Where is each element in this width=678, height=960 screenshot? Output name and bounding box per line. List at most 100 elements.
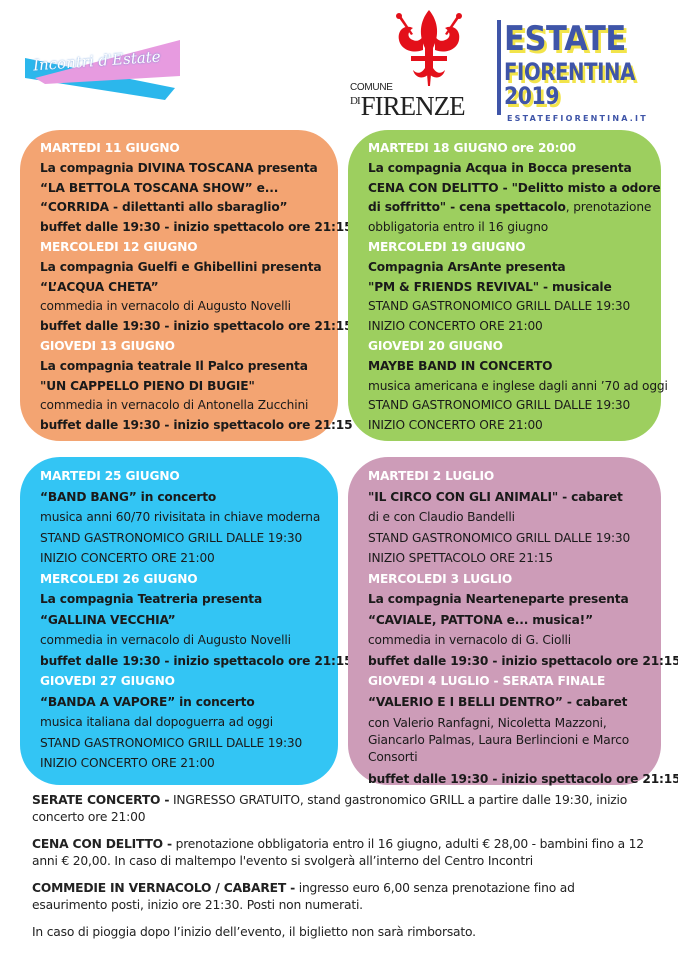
event-line: buffet dalle 19:30 - inizio spettacolo o…	[40, 218, 353, 238]
event-text: commedia in vernacolo di Augusto Novelli	[40, 299, 291, 314]
event-text: INIZIO SPETTACOLO ORE 21:15	[368, 551, 553, 565]
event-text: MARTEDI 18 GIUGNO ore 20:00	[368, 141, 577, 155]
event-line: INIZIO SPETTACOLO ORE 21:15	[368, 548, 661, 569]
event-line: “VALERIO E I BELLI DENTRO” - cabaret	[368, 692, 661, 713]
event-text: "UN CAPPELLO PIENO DI BUGIE"	[40, 378, 255, 393]
event-line: "IL CIRCO CON GLI ANIMALI" - cabaret	[368, 487, 661, 508]
event-text: buffet dalle 19:30 - inizio spettacolo o…	[40, 418, 353, 433]
event-text: La compagnia teatrale Il Palco presenta	[40, 358, 308, 373]
event-line: commedia in vernacolo di Augusto Novelli	[40, 297, 338, 317]
event-line: buffet dalle 19:30 - inizio spettacolo o…	[40, 317, 353, 337]
footer-note-label: CENA CON DELITTO -	[32, 837, 172, 851]
event-text: “L’ACQUA CHETA”	[40, 279, 159, 294]
event-date: MERCOLEDI 26 GIUGNO	[40, 569, 338, 590]
incontri-destate-logo: Incontri d'Estate	[25, 38, 185, 100]
event-text: GIOVEDI 4 LUGLIO - SERATA FINALE	[368, 674, 606, 688]
event-line: La compagnia DIVINA TOSCANA presenta	[40, 159, 338, 179]
event-line: musica americana e inglese dagli anni ’7…	[368, 377, 668, 397]
event-line: commedia in vernacolo di Antonella Zucch…	[40, 396, 338, 416]
event-text: MARTEDI 2 LUGLIO	[368, 469, 495, 483]
fleur-de-lis-icon	[396, 10, 462, 86]
event-text: INIZIO CONCERTO ORE 21:00	[368, 418, 543, 433]
event-line: musica anni 60/70 rivisitata in chiave m…	[40, 507, 338, 528]
event-text: STAND GASTRONOMICO GRILL DALLE 19:30	[368, 299, 631, 314]
event-date: MERCOLEDI 3 LUGLIO	[368, 569, 661, 590]
event-text: INIZIO CONCERTO ORE 21:00	[40, 551, 215, 565]
event-line: buffet dalle 19:30 - inizio spettacolo o…	[40, 416, 353, 436]
event-line: con Valerio Ranfagni, Nicoletta Mazzoni,…	[368, 715, 661, 766]
di-label: DI	[350, 95, 361, 107]
event-text: “VALERIO E I BELLI DENTRO” - cabaret	[368, 694, 628, 709]
event-text: INIZIO CONCERTO ORE 21:00	[40, 756, 215, 770]
event-line: STAND GASTRONOMICO GRILL DALLE 19:30	[40, 528, 338, 549]
event-line: La compagnia Guelfi e Ghibellini present…	[40, 258, 338, 278]
estate-title: ESTATE	[504, 19, 626, 59]
event-text: “BAND BANG” in concerto	[40, 489, 217, 504]
box-week-1: MARTEDI 11 GIUGNO La compagnia DIVINA TOS…	[20, 130, 353, 441]
event-text: "PM & FRIENDS REVIVAL" - musicale	[368, 279, 612, 294]
event-text: MARTEDI 11 GIUGNO	[40, 141, 180, 155]
event-date: GIOVEDI 13 GIUGNO	[40, 337, 338, 357]
event-date: MARTEDI 11 GIUGNO	[40, 139, 338, 159]
footer-note-text: ingresso euro 6,00 senza prenotazione fi…	[32, 881, 575, 912]
event-line: "PM & FRIENDS REVIVAL" - musicale	[368, 278, 661, 298]
footer-note-text: INGRESSO GRATUITO, stand gastronomico GR…	[32, 793, 628, 824]
event-text: buffet dalle 19:30 - inizio spettacolo o…	[40, 220, 353, 235]
fiorentina-title: FIORENTINA	[504, 58, 635, 86]
footer-note-text: In caso di pioggia dopo l’inizio dell’ev…	[32, 925, 476, 939]
footer-note-label: COMMEDIE IN VERNACOLO / CABARET -	[32, 881, 296, 895]
footer-note: CENA CON DELITTO - prenotazione obbligat…	[32, 836, 652, 870]
event-text: , prenotazione	[565, 200, 652, 215]
event-line: INIZIO CONCERTO ORE 21:00	[368, 317, 661, 337]
event-text: La compagnia Teatreria presenta	[40, 592, 263, 606]
event-text: buffet dalle 19:30 - inizio spettacolo o…	[368, 653, 678, 668]
event-text: musica anni 60/70 rivisitata in chiave m…	[40, 510, 321, 524]
box-week-3: MARTEDI 25 GIUGNO “BAND BANG” in concerto…	[20, 457, 353, 785]
event-line: commedia in vernacolo di G. Ciolli	[368, 630, 661, 651]
event-line: buffet dalle 19:30 - inizio spettacolo o…	[40, 651, 353, 672]
event-text: GIOVEDI 27 GIUGNO	[40, 674, 175, 688]
box-week-2: MARTEDI 18 GIUGNO ore 20:00 La compagnia …	[348, 130, 668, 441]
event-text: STAND GASTRONOMICO GRILL DALLE 19:30	[368, 530, 631, 545]
event-date: MERCOLEDI 12 GIUGNO	[40, 238, 338, 258]
year-title: 2019	[504, 82, 560, 110]
event-text: musica americana e inglese dagli anni ’7…	[368, 378, 668, 393]
event-text: La compagnia Nearteneparte presenta	[368, 592, 629, 606]
event-date: MARTEDI 25 GIUGNO	[40, 466, 338, 487]
footer-note-label: SERATE CONCERTO -	[32, 793, 170, 807]
event-date: GIOVEDI 20 GIUGNO	[368, 337, 661, 357]
event-line: “CORRIDA - dilettanti allo sbaraglio”	[40, 198, 338, 218]
footer-note: In caso di pioggia dopo l’inizio dell’ev…	[32, 924, 652, 941]
event-line: “BANDA A VAPORE” in concerto	[40, 692, 338, 713]
event-text: “CAVIALE, PATTONA e... musica!”	[368, 612, 593, 627]
event-line: di e con Claudio Bandelli	[368, 507, 661, 528]
event-text: MARTEDI 25 GIUGNO	[40, 469, 180, 483]
event-line: La compagnia Nearteneparte presenta	[368, 589, 661, 610]
event-text: “LA BETTOLA TOSCANA SHOW” e...	[40, 180, 279, 195]
event-date: MARTEDI 2 LUGLIO	[368, 466, 661, 487]
logo-triangles-icon	[25, 40, 180, 100]
event-line: “LA BETTOLA TOSCANA SHOW” e...	[40, 179, 338, 199]
event-line: STAND GASTRONOMICO GRILL DALLE 19:30	[368, 297, 661, 317]
event-line: INIZIO CONCERTO ORE 21:00	[368, 416, 661, 436]
event-date: MERCOLEDI 19 GIUGNO	[368, 238, 661, 258]
event-line: buffet dalle 19:30 - inizio spettacolo o…	[368, 769, 678, 790]
event-text: STAND GASTRONOMICO GRILL DALLE 19:30	[368, 398, 631, 413]
event-line: "UN CAPPELLO PIENO DI BUGIE"	[40, 377, 338, 397]
comune-label: COMUNE	[350, 82, 393, 93]
event-text: Compagnia ArsAnte presenta	[368, 259, 566, 274]
footer-note: COMMEDIE IN VERNACOLO / CABARET - ingres…	[32, 880, 652, 914]
estate-fiorentina-bar	[497, 20, 501, 115]
event-text: di soffritto" - cena spettacolo	[368, 200, 566, 215]
website-url: ESTATEFIORENTINA.IT	[507, 114, 648, 123]
event-text: MERCOLEDI 3 LUGLIO	[368, 571, 513, 586]
event-text: obbligatoria entro il 16 giugno	[368, 220, 549, 235]
event-text: buffet dalle 19:30 - inizio spettacolo o…	[368, 772, 678, 786]
event-text: con Valerio Ranfagni, Nicoletta Mazzoni,…	[368, 716, 630, 764]
event-text: “GALLINA VECCHIA”	[40, 612, 176, 627]
event-text: “BANDA A VAPORE” in concerto	[40, 694, 255, 709]
event-text: "IL CIRCO CON GLI ANIMALI" - cabaret	[368, 489, 623, 504]
event-text: musica italiana dal dopoguerra ad oggi	[40, 715, 273, 729]
event-line: buffet dalle 19:30 - inizio spettacolo o…	[368, 651, 678, 672]
event-text: CENA CON DELITTO - "Delitto misto a odor…	[368, 180, 661, 195]
